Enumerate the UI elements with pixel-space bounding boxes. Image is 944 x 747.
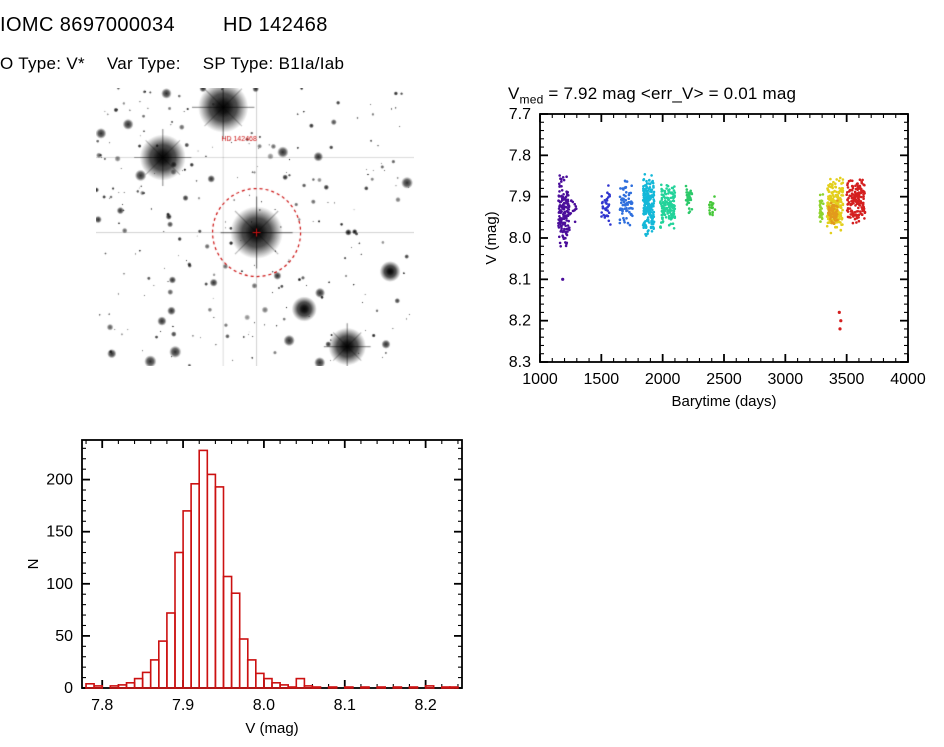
variable-type-label: Var Type: xyxy=(106,54,181,73)
y-tick-label: 8.2 xyxy=(509,313,531,330)
x-tick-label: 8.1 xyxy=(334,697,356,714)
x-tick-label: 8.0 xyxy=(253,697,275,714)
omc-catalog-id: IOMC 8697000034 xyxy=(0,14,176,36)
x-tick-label: 7.8 xyxy=(91,697,113,714)
lightcurve-title: Vmed = 7.92 mag <err_V> = 0.01 mag xyxy=(508,84,797,107)
spectral-type-label: SP Type: B1Ia/Iab xyxy=(202,54,345,73)
y-axis-label: N xyxy=(25,559,42,570)
finding-chart-image xyxy=(96,88,414,366)
x-tick-label: 3000 xyxy=(768,371,804,388)
y-tick-label: 200 xyxy=(46,472,73,489)
lightcurve-panel: Vmed = 7.92 mag <err_V> = 0.01 mag 1000 1… xyxy=(476,84,942,420)
x-axis-label: V (mag) xyxy=(245,720,298,737)
y-tick-label: 150 xyxy=(46,524,73,541)
y-tick-label: 50 xyxy=(55,628,73,645)
lightcurve-plot: 1000 1500 2000 2500 3000 3500 4000 7.7 7.8 7.9 8.0… xyxy=(483,108,926,410)
x-tick-label: 2500 xyxy=(706,371,742,388)
y-tick-label: 8.0 xyxy=(509,230,531,247)
page-subtitle: O Type: V* Var Type: SP Type: B1Ia/Iab xyxy=(0,54,944,74)
x-axis-label: Barytime (days) xyxy=(671,393,776,410)
y-tick-label: 8.3 xyxy=(509,354,531,371)
y-tick-label: 100 xyxy=(46,576,73,593)
x-tick-label: 8.2 xyxy=(414,697,436,714)
y-tick-label: 8.1 xyxy=(509,271,531,288)
y-axis-label: V (mag) xyxy=(483,211,500,264)
object-type-label: O Type: V* xyxy=(0,54,85,73)
x-tick-label: 1500 xyxy=(584,371,620,388)
y-tick-label: 0 xyxy=(64,680,73,697)
y-tick-label: 7.8 xyxy=(509,147,531,164)
histogram-panel: 7.8 7.9 8.0 8.1 8.2 0 50 100 150 200 V (mag) N xyxy=(16,430,490,746)
star-name: HD 142468 xyxy=(223,14,328,36)
y-tick-label: 7.7 xyxy=(509,108,531,123)
v-magnitude-histogram: 7.8 7.9 8.0 8.1 8.2 0 50 100 150 200 V (mag) N xyxy=(25,439,463,737)
x-tick-label: 1000 xyxy=(522,371,558,388)
x-tick-label: 7.9 xyxy=(172,697,194,714)
page-title: IOMC 8697000034 HD 142468 xyxy=(0,14,944,37)
finding-chart xyxy=(96,88,414,366)
x-tick-label: 2000 xyxy=(645,371,681,388)
y-tick-label: 7.9 xyxy=(509,189,531,206)
x-tick-label: 4000 xyxy=(890,371,926,388)
x-tick-label: 3500 xyxy=(829,371,865,388)
